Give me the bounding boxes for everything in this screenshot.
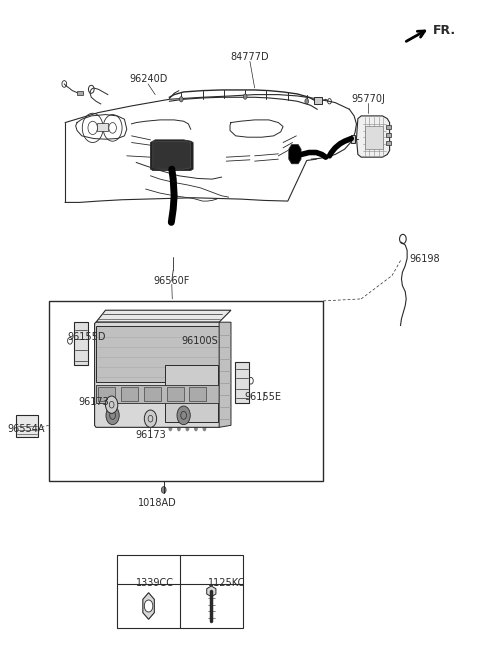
Circle shape bbox=[194, 426, 198, 431]
Circle shape bbox=[185, 405, 189, 410]
Bar bbox=[98, 387, 115, 401]
Bar bbox=[97, 123, 108, 131]
Polygon shape bbox=[357, 116, 390, 157]
Bar bbox=[386, 141, 391, 145]
Circle shape bbox=[177, 415, 181, 421]
Polygon shape bbox=[150, 140, 193, 170]
Circle shape bbox=[203, 415, 206, 421]
Circle shape bbox=[203, 394, 206, 399]
Text: 84777D: 84777D bbox=[230, 52, 269, 62]
Bar bbox=[386, 125, 391, 130]
Polygon shape bbox=[95, 322, 220, 427]
Text: 1018AD: 1018AD bbox=[138, 498, 177, 508]
Bar bbox=[189, 387, 206, 401]
Bar bbox=[165, 366, 218, 422]
Bar bbox=[386, 134, 391, 137]
Circle shape bbox=[177, 406, 190, 425]
Bar bbox=[167, 387, 184, 401]
Text: 96100S: 96100S bbox=[182, 336, 218, 346]
Circle shape bbox=[168, 415, 172, 421]
Circle shape bbox=[144, 410, 156, 427]
Bar bbox=[96, 384, 219, 403]
Text: 1125KC: 1125KC bbox=[207, 578, 245, 588]
Bar bbox=[15, 415, 38, 437]
Bar bbox=[314, 97, 323, 104]
Polygon shape bbox=[289, 144, 301, 164]
Text: 96240D: 96240D bbox=[129, 74, 168, 85]
Polygon shape bbox=[143, 592, 154, 619]
Circle shape bbox=[203, 405, 206, 410]
Circle shape bbox=[177, 394, 181, 399]
Circle shape bbox=[168, 405, 172, 410]
Text: 96198: 96198 bbox=[410, 254, 441, 264]
Bar bbox=[121, 387, 138, 401]
Circle shape bbox=[305, 99, 309, 104]
Circle shape bbox=[203, 426, 206, 431]
Circle shape bbox=[177, 426, 181, 431]
Bar bbox=[364, 126, 384, 149]
Text: 96554A: 96554A bbox=[8, 423, 45, 433]
Bar bbox=[144, 387, 161, 401]
Circle shape bbox=[161, 486, 166, 493]
Circle shape bbox=[180, 97, 183, 102]
Circle shape bbox=[106, 406, 119, 425]
Text: 95770J: 95770J bbox=[351, 94, 385, 104]
Text: 96155D: 96155D bbox=[67, 332, 106, 342]
Circle shape bbox=[106, 396, 118, 413]
Polygon shape bbox=[96, 310, 231, 322]
Circle shape bbox=[243, 94, 247, 99]
Bar bbox=[117, 555, 243, 628]
Circle shape bbox=[194, 394, 198, 399]
Text: FR.: FR. bbox=[432, 24, 456, 37]
Circle shape bbox=[185, 415, 189, 421]
Circle shape bbox=[185, 394, 189, 399]
Text: 96155E: 96155E bbox=[245, 392, 282, 402]
Circle shape bbox=[194, 415, 198, 421]
Polygon shape bbox=[219, 322, 231, 427]
Polygon shape bbox=[153, 141, 191, 169]
Circle shape bbox=[168, 394, 172, 399]
Polygon shape bbox=[207, 586, 216, 597]
Text: 96173: 96173 bbox=[78, 397, 109, 407]
Text: 96560F: 96560F bbox=[154, 276, 190, 286]
Text: 96173: 96173 bbox=[135, 430, 166, 440]
Bar bbox=[235, 362, 249, 403]
Circle shape bbox=[168, 426, 172, 431]
Bar bbox=[351, 135, 355, 142]
Bar bbox=[74, 322, 88, 366]
Circle shape bbox=[185, 426, 189, 431]
Circle shape bbox=[177, 405, 181, 410]
Circle shape bbox=[194, 405, 198, 410]
Text: 1339CC: 1339CC bbox=[136, 578, 174, 588]
Polygon shape bbox=[77, 91, 83, 95]
Circle shape bbox=[144, 600, 153, 612]
Bar bbox=[96, 325, 219, 382]
Bar bbox=[48, 301, 324, 480]
